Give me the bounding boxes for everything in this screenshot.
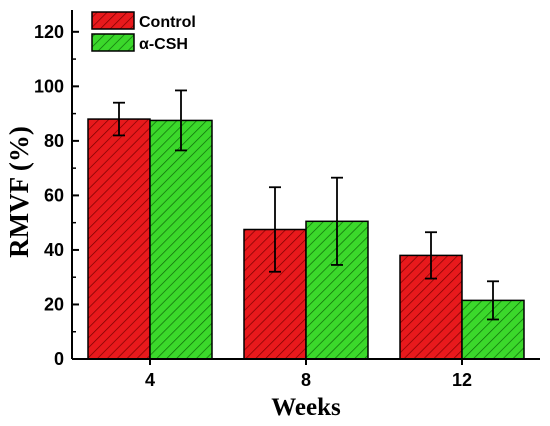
- y-axis-title: RMVF (%): [4, 126, 34, 258]
- legend: Control α-CSH: [91, 11, 196, 53]
- bars-layer: [87, 89, 525, 360]
- x-tick-label-0: 4: [145, 370, 155, 390]
- legend-swatch-1: [91, 33, 135, 52]
- x-axis-title: Weeks: [271, 394, 341, 421]
- y-tick-label-2: 40: [44, 240, 64, 260]
- bar-0-0: [87, 118, 151, 360]
- y-tick-label-6: 120: [34, 22, 64, 42]
- legend-label-0: Control: [139, 14, 196, 31]
- y-tick-label-4: 80: [44, 131, 64, 151]
- y-tick-label-1: 20: [44, 294, 64, 314]
- y-tick-label-3: 60: [44, 185, 64, 205]
- x-tick-label-1: 8: [301, 370, 311, 390]
- x-tick-label-2: 12: [452, 370, 472, 390]
- y-tick-label-0: 0: [54, 349, 64, 369]
- legend-label-1: α-CSH: [139, 36, 188, 53]
- legend-swatch-0: [91, 11, 135, 30]
- axes-layer: 0 20 40 60 80 100 120 4 8 12: [34, 10, 540, 390]
- bar-1-0: [149, 119, 213, 360]
- y-tick-label-5: 100: [34, 76, 64, 96]
